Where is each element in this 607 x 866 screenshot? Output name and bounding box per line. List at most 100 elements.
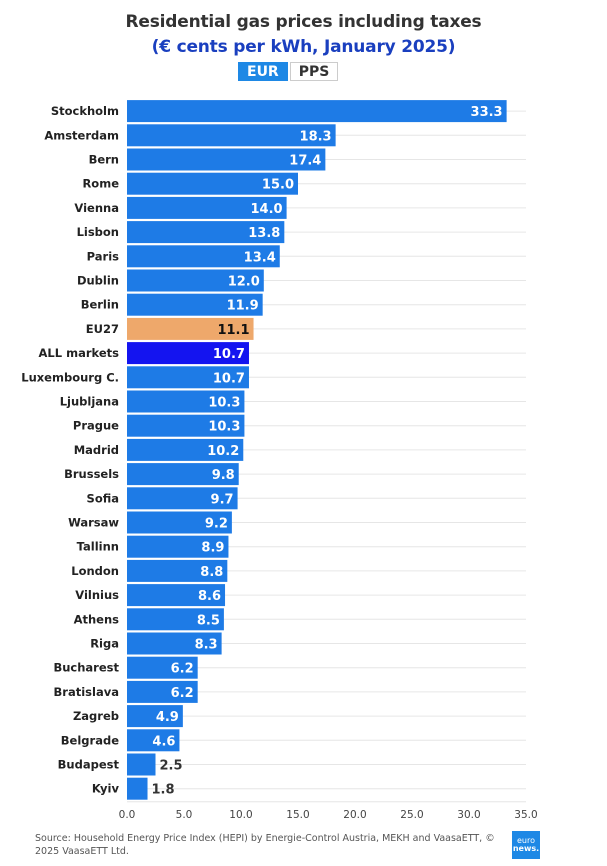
value-label: 8.8	[200, 565, 223, 580]
bar-prague	[127, 414, 245, 437]
bar-lisbon	[127, 221, 285, 244]
bar-zagreb	[127, 705, 183, 728]
logo-text-news: news.	[512, 844, 540, 853]
value-label: 6.2	[171, 662, 194, 677]
category-label: Madrid	[74, 443, 119, 457]
bar-luxembourg-c-	[127, 366, 249, 389]
x-tick-label: 5.0	[176, 809, 193, 821]
value-label: 8.6	[198, 589, 221, 604]
category-label: ALL markets	[39, 346, 120, 360]
category-label: EU27	[86, 322, 119, 336]
value-label: 9.8	[212, 468, 235, 483]
category-label: Budapest	[58, 758, 120, 772]
bar-budapest	[127, 753, 156, 776]
x-tick-label: 35.0	[514, 809, 537, 821]
bar-paris	[127, 245, 280, 268]
category-label: Athens	[74, 612, 120, 626]
x-tick-label: 10.0	[229, 809, 252, 821]
bar-madrid	[127, 438, 244, 461]
bar-london	[127, 559, 228, 582]
category-label: Stockholm	[51, 104, 119, 118]
category-label: London	[71, 564, 119, 578]
bar-bratislava	[127, 680, 198, 703]
bar-bucharest	[127, 656, 198, 679]
x-tick-label: 30.0	[457, 809, 480, 821]
pps-toggle-button[interactable]: PPS	[289, 62, 339, 81]
bar-stockholm	[127, 100, 507, 123]
value-label: 4.6	[152, 734, 175, 749]
bar-belgrade	[127, 729, 180, 752]
bar-tallinn	[127, 535, 229, 558]
currency-toggle: EUR PPS	[238, 62, 339, 81]
value-label: 15.0	[262, 178, 294, 193]
value-label: 10.2	[207, 444, 239, 459]
category-label: Bern	[89, 153, 119, 167]
category-label: Lisbon	[77, 225, 119, 239]
category-label: Vienna	[74, 201, 119, 215]
source-note: Source: Household Energy Price Index (HE…	[35, 833, 495, 857]
value-label: 18.3	[300, 129, 332, 144]
category-label: Dublin	[77, 274, 119, 288]
value-label: 9.2	[205, 517, 228, 532]
category-label: Ljubljana	[60, 395, 119, 409]
bar-berlin	[127, 293, 263, 316]
value-label: 33.3	[471, 105, 503, 120]
value-label: 10.3	[208, 420, 240, 435]
bar-ljubljana	[127, 390, 245, 413]
chart-title: Residential gas prices including taxes	[125, 12, 482, 32]
bar-eu27	[127, 317, 254, 340]
category-label: Brussels	[64, 467, 119, 481]
value-label: 6.2	[171, 686, 194, 701]
value-label: 13.4	[244, 250, 276, 265]
bar-brussels	[127, 463, 239, 486]
value-label: 10.3	[208, 396, 240, 411]
value-label: 12.0	[228, 275, 260, 290]
value-label: 4.9	[156, 710, 179, 725]
value-label: 13.8	[248, 226, 280, 241]
x-tick-label: 0.0	[119, 809, 136, 821]
bar-rome	[127, 172, 298, 195]
category-label: Zagreb	[73, 709, 119, 723]
category-label: Warsaw	[68, 516, 119, 530]
bar-riga	[127, 632, 222, 655]
value-label: 1.8	[152, 783, 175, 798]
category-label: Tallinn	[77, 540, 119, 554]
value-label: 8.3	[195, 638, 218, 653]
category-label: Sofia	[87, 491, 119, 505]
category-label: Amsterdam	[44, 128, 119, 142]
chart-subtitle: (€ cents per kWh, January 2025)	[151, 37, 456, 57]
bar-vilnius	[127, 584, 226, 607]
bar-vienna	[127, 196, 287, 219]
value-label: 10.7	[213, 347, 245, 362]
category-label: Riga	[90, 637, 119, 651]
bar-warsaw	[127, 511, 232, 534]
value-label: 11.1	[217, 323, 249, 338]
category-label: Kyiv	[92, 782, 120, 796]
category-label: Berlin	[81, 298, 119, 312]
bar-sofia	[127, 487, 238, 510]
value-label: 10.7	[213, 371, 245, 386]
bar-kyiv	[127, 777, 148, 800]
bar-amsterdam	[127, 124, 336, 147]
x-tick-label: 25.0	[400, 809, 423, 821]
eur-toggle-button[interactable]: EUR	[238, 62, 288, 81]
bar-all-markets	[127, 342, 249, 365]
category-label: Luxembourg C.	[21, 370, 119, 384]
x-tick-label: 20.0	[343, 809, 366, 821]
logo-text-euro: euro	[517, 836, 535, 845]
category-label: Prague	[73, 419, 119, 433]
value-label: 8.9	[201, 541, 224, 556]
category-label: Paris	[87, 249, 119, 263]
bar-dublin	[127, 269, 264, 292]
category-label: Bratislava	[54, 685, 119, 699]
category-label: Vilnius	[75, 588, 119, 602]
value-label: 9.7	[211, 492, 234, 507]
x-tick-label: 15.0	[286, 809, 309, 821]
value-label: 11.9	[227, 299, 259, 314]
euronews-logo: euro news.	[512, 831, 540, 859]
value-label: 14.0	[251, 202, 283, 217]
value-label: 2.5	[160, 759, 183, 774]
category-label: Belgrade	[61, 733, 119, 747]
bar-athens	[127, 608, 224, 631]
